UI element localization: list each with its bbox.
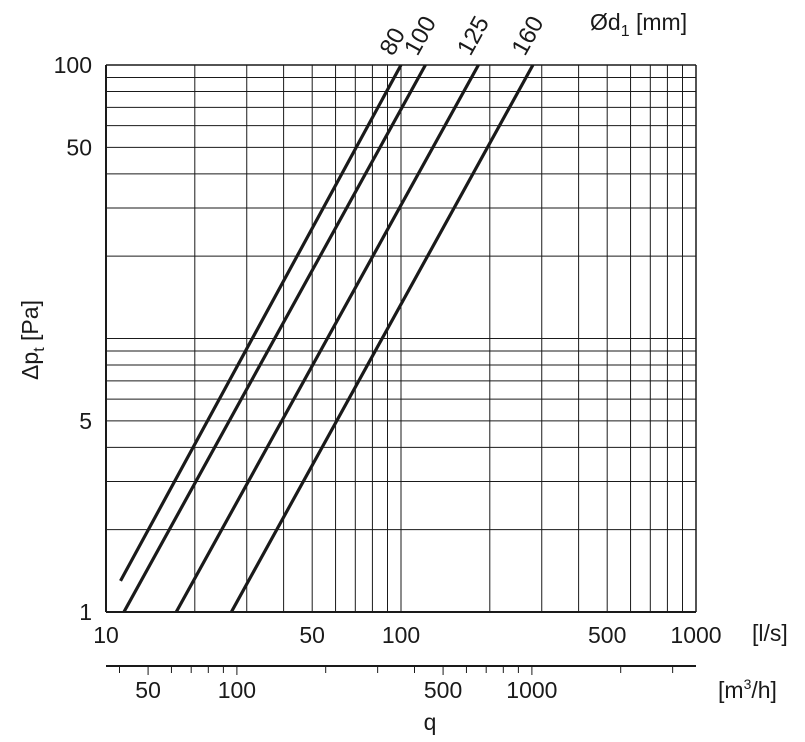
x2-axis-unit: [m3/h] [718, 676, 777, 703]
x-tick-label: 100 [382, 622, 420, 648]
x-tick-label: 500 [588, 622, 626, 648]
chart-series [119, 65, 535, 612]
series-label-100: 100 [399, 12, 442, 60]
x-tick-label: 50 [299, 622, 325, 648]
y-tick-label: 5 [79, 408, 92, 434]
y-tick-label: 50 [66, 134, 92, 160]
x2-tick-label: 50 [135, 677, 161, 703]
series-line-125 [174, 65, 480, 612]
legend-title: Ød1 [mm] [590, 9, 687, 40]
x2-tick-label: 100 [218, 677, 256, 703]
y-axis-title: Δpt [Pa] [17, 300, 48, 380]
y-tick-label: 100 [54, 52, 92, 78]
x2-axis-title: q [424, 709, 437, 735]
series-line-80 [119, 65, 403, 582]
series-label-125: 125 [452, 12, 495, 60]
chart-frame [105, 64, 697, 675]
x-tick-label: 1000 [670, 622, 721, 648]
x-tick-label: 10 [93, 622, 119, 648]
x-axis-unit: [l/s] [752, 620, 788, 646]
series-label-160: 160 [507, 12, 550, 60]
x2-tick-label: 1000 [506, 677, 557, 703]
series-line-160 [229, 65, 535, 612]
x2-tick-label: 500 [424, 677, 462, 703]
chart-grid [105, 64, 697, 613]
series-line-100 [122, 65, 427, 612]
y-tick-label: 1 [79, 599, 92, 625]
